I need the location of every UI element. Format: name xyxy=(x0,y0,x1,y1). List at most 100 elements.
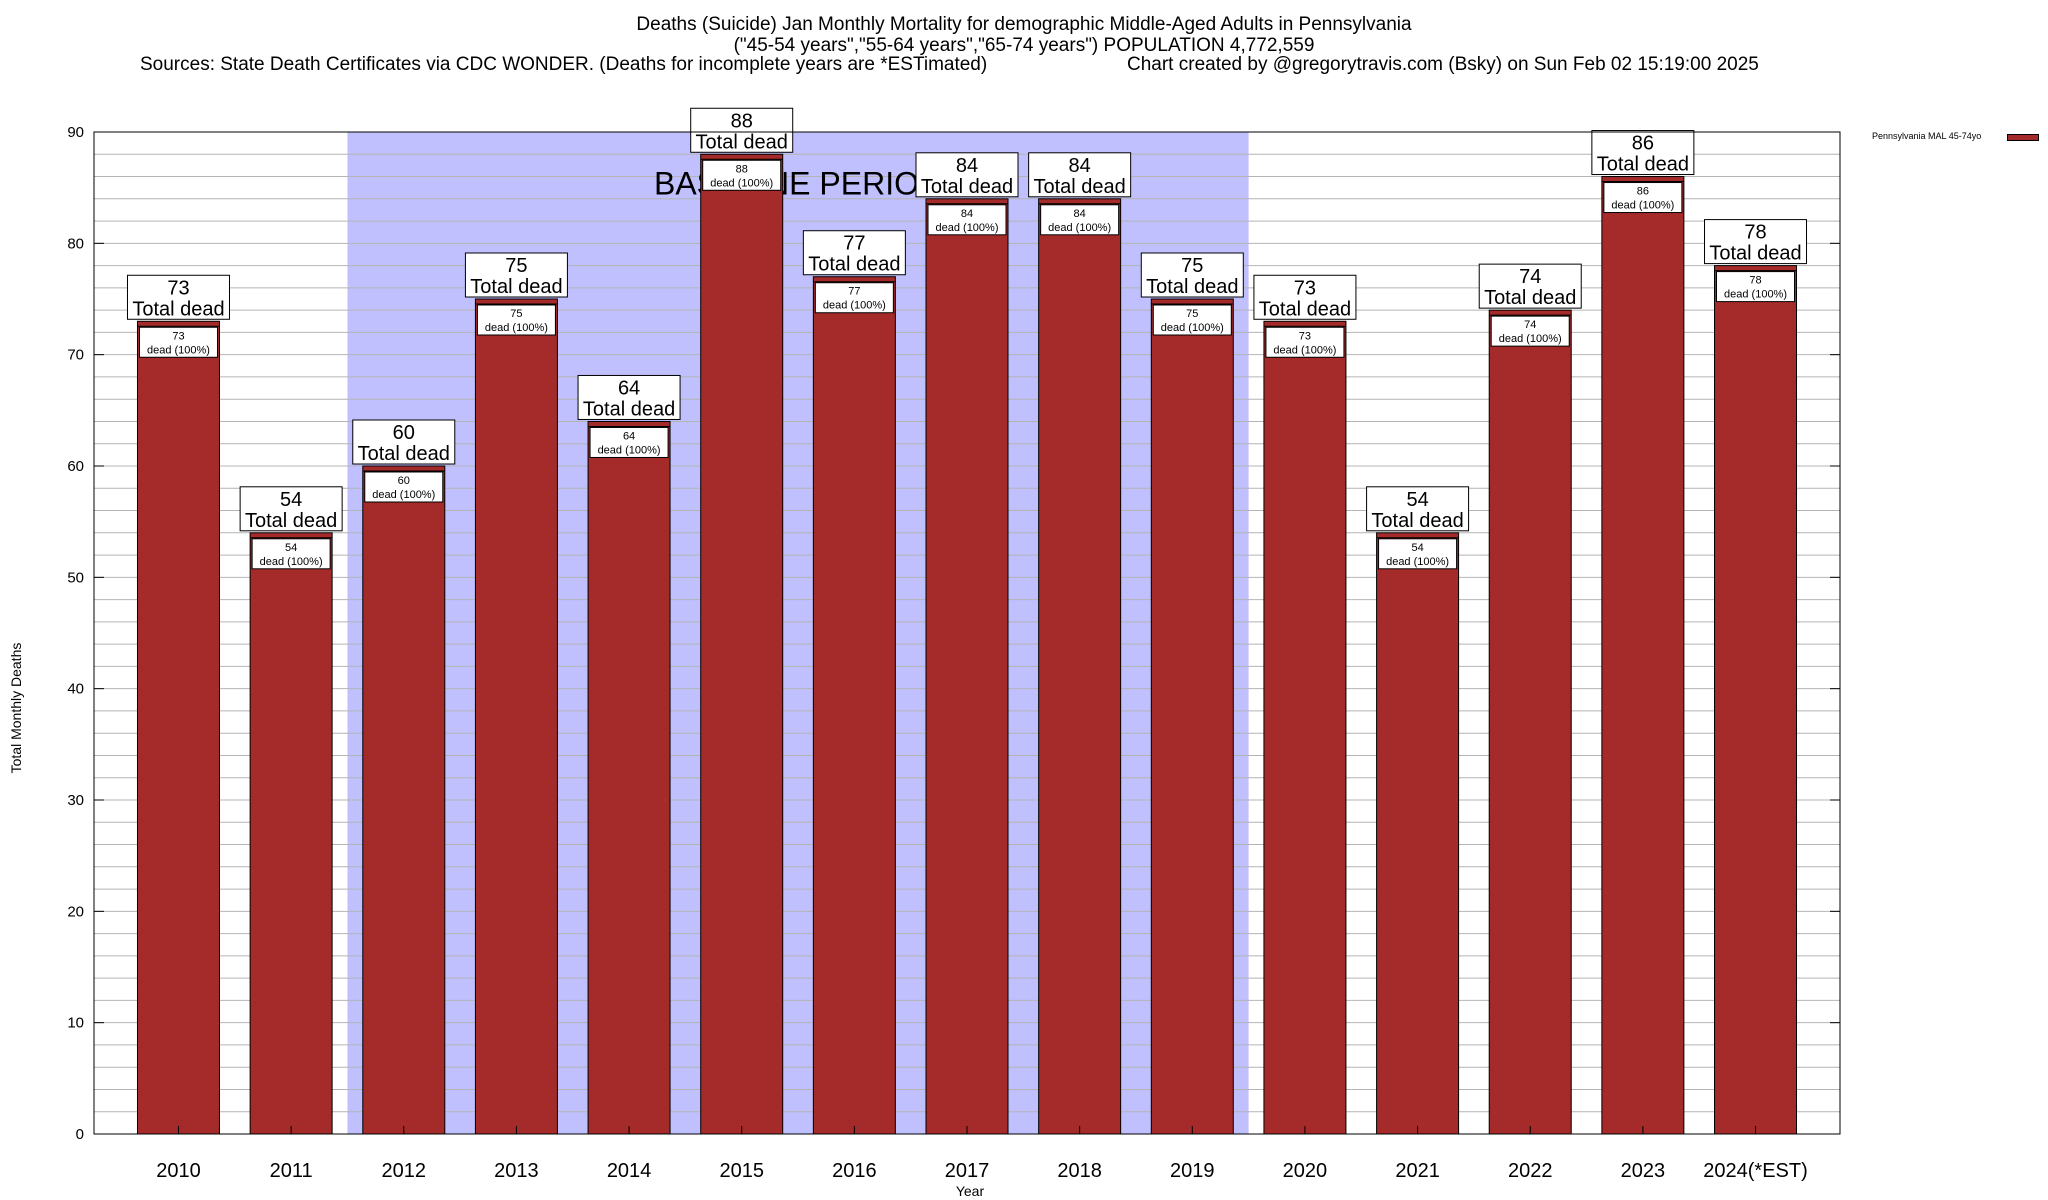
bar-inner-percent: dead (100%) xyxy=(1499,333,1562,345)
bar-top-text: Total dead xyxy=(132,298,224,320)
bar-inner-percent: dead (100%) xyxy=(710,177,773,189)
x-tick-label: 2016 xyxy=(832,1160,877,1182)
bar-top-label-box xyxy=(126,274,230,320)
bar-top-text: Total dead xyxy=(583,398,675,420)
bar-top-text: Total dead xyxy=(921,176,1013,198)
x-tick-label: 2010 xyxy=(156,1160,201,1182)
bar-top-text: Total dead xyxy=(470,276,562,298)
x-tick-label: 2020 xyxy=(1283,1160,1328,1182)
bar-inner-label-box xyxy=(927,204,1007,236)
bar-inner-value: 54 xyxy=(1411,542,1423,554)
bar-top-value: 84 xyxy=(1069,155,1091,177)
baseline-period-label: BASELINE PERIOD xyxy=(654,165,942,201)
bar-top-value: 75 xyxy=(505,255,527,277)
bar-inner-value: 78 xyxy=(1749,275,1761,287)
bar-top-label-box xyxy=(1140,252,1244,298)
bar-top-text: Total dead xyxy=(1709,243,1801,265)
y-tick-label: 30 xyxy=(67,792,84,809)
bar-top-label-box xyxy=(577,374,681,420)
bar-inner-label-box xyxy=(1490,315,1570,347)
bar-top-label-box xyxy=(1704,219,1808,265)
legend-swatch xyxy=(2007,134,2039,141)
x-tick-label: 2015 xyxy=(719,1160,764,1182)
bar-inner-label-box xyxy=(476,304,556,336)
bar xyxy=(1488,309,1572,1135)
bar xyxy=(1376,532,1460,1135)
bar-top-label-box xyxy=(1028,152,1132,198)
y-tick-label: 40 xyxy=(67,681,84,698)
bar xyxy=(1601,176,1685,1135)
bar-top-value: 54 xyxy=(1406,489,1428,511)
bar-top-label-box xyxy=(464,252,568,298)
bar-inner-label-box xyxy=(364,471,444,503)
bar-inner-value: 88 xyxy=(736,163,748,175)
title-line-1: Deaths (Suicide) Jan Monthly Mortality f… xyxy=(636,14,1412,35)
chart-title: Deaths (Suicide) Jan Monthly Mortality f… xyxy=(0,14,2048,56)
bar-top-text: Total dead xyxy=(358,443,450,465)
bar-inner-percent: dead (100%) xyxy=(598,444,661,456)
x-tick-label: 2011 xyxy=(270,1160,313,1182)
bar-top-value: 74 xyxy=(1519,266,1541,288)
x-tick-label: 2019 xyxy=(1170,1160,1215,1182)
x-tick-label: 2023 xyxy=(1621,1160,1666,1182)
bar xyxy=(812,276,896,1135)
bar-inner-label-box xyxy=(1152,304,1232,336)
bar-top-text: Total dead xyxy=(1597,154,1689,176)
bar-inner-value: 77 xyxy=(848,286,860,298)
sources-text: Sources: State Death Certificates via CD… xyxy=(140,54,988,75)
bar xyxy=(1263,320,1347,1135)
bar-inner-label-box xyxy=(138,326,218,358)
bar-top-value: 88 xyxy=(731,110,753,132)
bar-inner-percent: dead (100%) xyxy=(1273,344,1336,356)
bar-inner-value: 73 xyxy=(172,330,184,342)
bar-inner-value: 86 xyxy=(1637,186,1649,198)
x-tick-label: 2012 xyxy=(382,1160,427,1182)
bar-inner-value: 75 xyxy=(510,308,522,320)
bar-top-label-box xyxy=(239,486,343,532)
x-axis-label: Year xyxy=(955,1183,985,1199)
bar xyxy=(1038,198,1122,1135)
y-tick-label: 20 xyxy=(67,903,84,920)
bar-top-text: Total dead xyxy=(245,510,337,532)
bar-inner-value: 60 xyxy=(398,475,410,487)
bar-inner-percent: dead (100%) xyxy=(1611,200,1674,212)
bar-inner-percent: dead (100%) xyxy=(147,344,210,356)
bar-inner-value: 84 xyxy=(1074,208,1086,220)
x-tick-label: 2021 xyxy=(1395,1160,1440,1182)
bar-top-value: 73 xyxy=(167,277,189,299)
bar xyxy=(474,298,558,1135)
bar-top-text: Total dead xyxy=(696,131,788,153)
y-tick-label: 60 xyxy=(67,458,84,475)
bar-inner-percent: dead (100%) xyxy=(1161,322,1224,334)
y-tick-label: 50 xyxy=(67,569,84,586)
bar xyxy=(362,465,446,1135)
bar-top-label-box xyxy=(915,152,1019,198)
plot-border xyxy=(93,131,1841,1135)
bar-inner-label-box xyxy=(702,159,782,191)
bar-top-label-box xyxy=(1478,263,1582,309)
bar-top-value: 75 xyxy=(1181,255,1203,277)
y-axis-label: Total Monthly Deaths xyxy=(6,643,26,774)
bar-top-value: 77 xyxy=(843,233,865,255)
bar-inner-value: 64 xyxy=(623,430,635,442)
bar-top-value: 86 xyxy=(1632,133,1654,155)
legend-label: Pennsylvania MAL 45-74yo xyxy=(1872,131,1982,141)
bar-inner-value: 54 xyxy=(285,542,297,554)
y-axis-label-text: Total Monthly Deaths xyxy=(8,642,24,774)
bar-inner-value: 73 xyxy=(1299,330,1311,342)
y-tick-label: 80 xyxy=(67,235,84,252)
bar-top-value: 60 xyxy=(393,422,415,444)
bar-top-text: Total dead xyxy=(808,254,900,276)
bar xyxy=(249,532,333,1135)
bar-top-text: Total dead xyxy=(1146,276,1238,298)
bar-top-value: 54 xyxy=(280,489,302,511)
bar-inner-percent: dead (100%) xyxy=(485,322,548,334)
bar-inner-percent: dead (100%) xyxy=(1048,222,1111,234)
bar-inner-value: 84 xyxy=(961,208,973,220)
bar xyxy=(700,153,784,1135)
bar-top-value: 64 xyxy=(618,377,640,399)
bar-top-label-box xyxy=(690,107,794,153)
title-line-2: ("45-54 years","55-64 years","65-74 year… xyxy=(733,35,1315,56)
bar-top-label-box xyxy=(352,419,456,465)
